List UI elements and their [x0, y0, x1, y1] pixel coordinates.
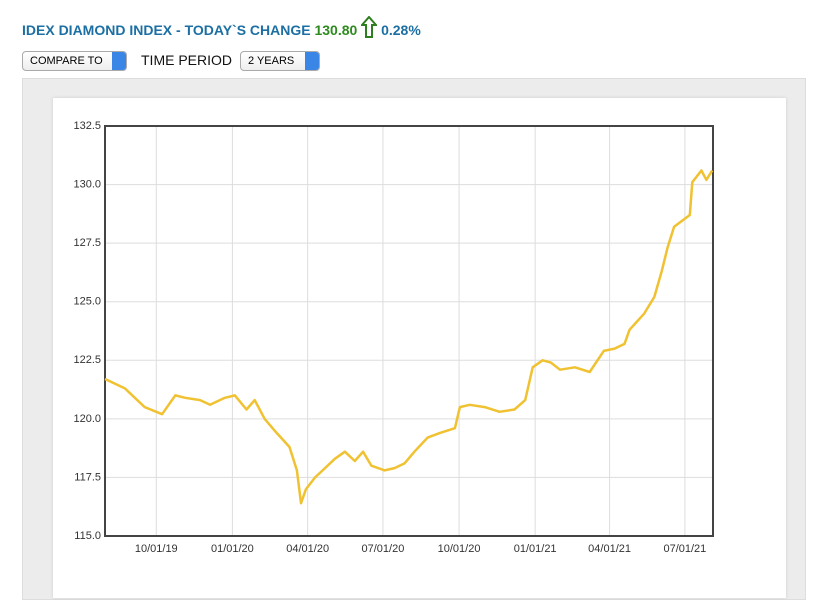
y-tick-label: 127.5 — [73, 237, 101, 249]
header: IDEX DIAMOND INDEX - TODAY`S CHANGE 130.… — [22, 15, 421, 38]
chart-card — [53, 98, 786, 598]
y-tick-label: 130.0 — [73, 178, 101, 190]
x-tick-label: 10/01/20 — [438, 543, 481, 555]
title: IDEX DIAMOND INDEX - TODAY`S CHANGE — [22, 22, 311, 38]
up-arrow — [359, 15, 379, 38]
select-text: COMPARE TO — [30, 55, 103, 67]
x-tick-label: 07/01/20 — [362, 543, 405, 555]
x-tick-label: 10/01/19 — [135, 543, 178, 555]
y-tick-label: 115.0 — [74, 530, 101, 542]
change: 130.80 — [314, 22, 358, 38]
percent: 0.28% — [381, 22, 421, 38]
plot-border — [104, 125, 714, 537]
y-tick-label: 117.5 — [74, 471, 101, 483]
x-tick-label: 04/01/20 — [286, 543, 329, 555]
y-tick-label: 122.5 — [73, 354, 101, 366]
chart: 115.0 117.5 120.0 122.5 125.0 127.5 130.0 132.5… — [73, 120, 714, 555]
period-label: TIME PERIOD — [141, 52, 233, 68]
select-button — [112, 52, 126, 70]
select-text: 2 YEARS — [248, 55, 295, 67]
x-tick-label: 07/01/21 — [663, 543, 706, 555]
y-tick-label: 132.5 — [73, 120, 101, 132]
y-tick-label: 125.0 — [73, 296, 101, 308]
x-tick-label: 01/01/21 — [514, 543, 557, 555]
compare-select[interactable]: COMPARE TO — [22, 51, 127, 71]
x-tick-label: 04/01/21 — [588, 543, 631, 555]
select-button — [305, 52, 319, 70]
page: IDEX DIAMOND INDEX - TODAY`S CHANGE 130.… — [22, 15, 806, 600]
period-select[interactable]: 2 YEARS — [240, 51, 320, 71]
y-tick-label: 120.0 — [73, 413, 101, 425]
data-line — [104, 169, 714, 505]
x-tick-label: 01/01/20 — [211, 543, 254, 555]
